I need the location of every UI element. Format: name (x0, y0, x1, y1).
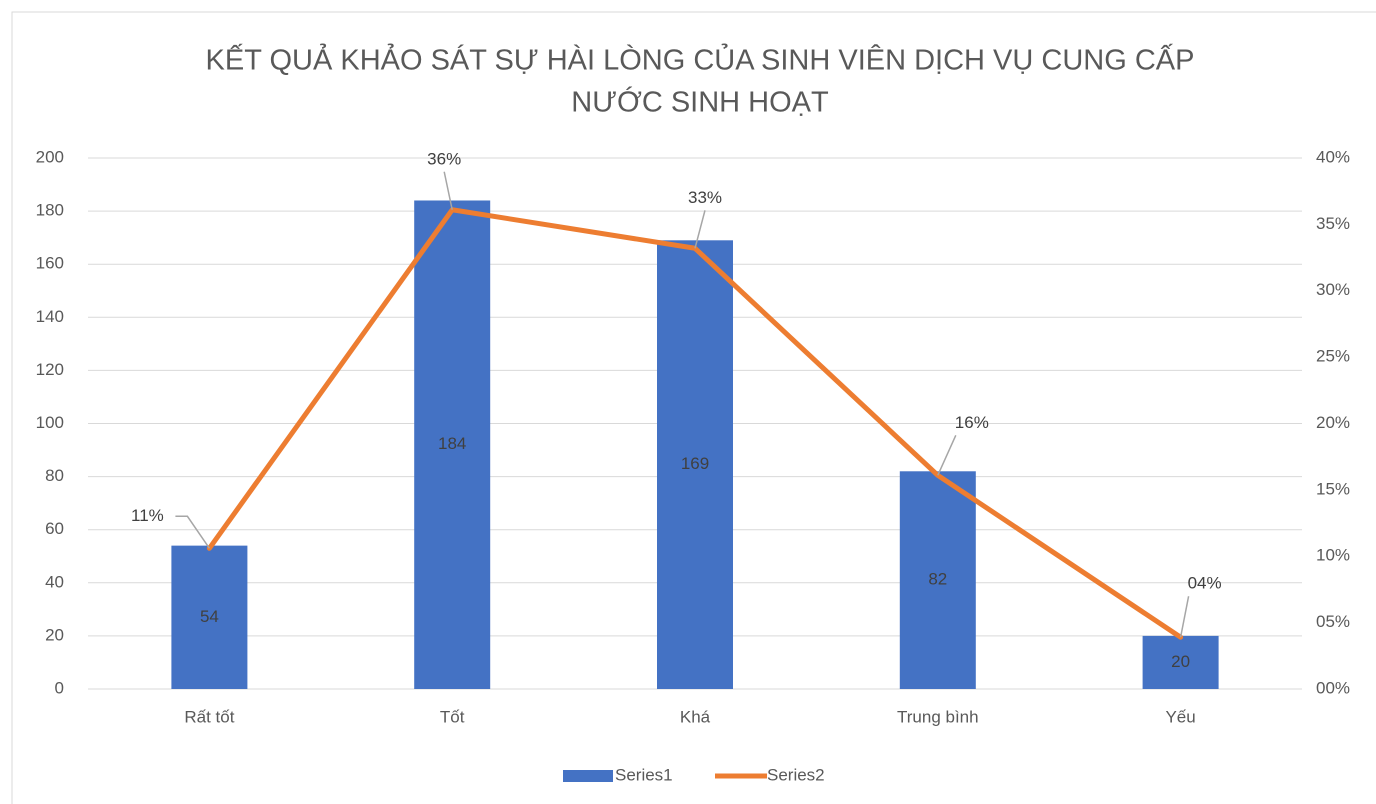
bar-value-label: 169 (681, 454, 709, 473)
x-tick-label: Trung bình (897, 707, 979, 726)
y-tick-label: 20 (45, 625, 64, 644)
bar-value-label: 82 (928, 570, 947, 589)
y-tick-label: 40 (45, 572, 64, 591)
bar (899, 471, 976, 689)
bar (171, 545, 248, 689)
leader-line (175, 515, 211, 549)
y2-tick-label: 40% (1316, 147, 1350, 166)
y2-tick-label: 30% (1316, 280, 1350, 299)
y-tick-label: 100 (36, 413, 64, 432)
y-tick-label: 60 (45, 519, 64, 538)
y2-tick-label: 00% (1316, 678, 1350, 697)
y-tick-label: 180 (36, 201, 64, 220)
line-value-label: 36% (427, 149, 461, 168)
legend-label: Series2 (767, 765, 825, 784)
y-tick-label: 160 (36, 254, 64, 273)
x-tick-label: Tốt (440, 707, 465, 726)
line-value-label: 04% (1188, 574, 1222, 593)
bar (1142, 635, 1219, 689)
line-value-label: 11% (131, 506, 164, 525)
bar-value-label: 20 (1171, 652, 1190, 671)
line-value-label: 16% (955, 413, 989, 432)
bar-value-label: 54 (200, 607, 219, 626)
leader-line (937, 434, 957, 476)
line-value-label: 33% (688, 188, 722, 207)
leader-line (1179, 596, 1190, 638)
y2-tick-label: 25% (1316, 347, 1350, 366)
y-tick-label: 200 (36, 147, 64, 166)
x-tick-label: Yếu (1165, 707, 1195, 726)
bar (657, 240, 733, 689)
chart-title: KẾT QUẢ KHẢO SÁT SỰ HÀI LÒNG CỦA SINH VI… (206, 43, 1195, 77)
leader-line (694, 210, 706, 249)
leader-line (443, 171, 453, 210)
y2-tick-label: 10% (1316, 546, 1350, 565)
bar-value-label: 184 (438, 434, 466, 453)
y-tick-label: 120 (36, 360, 64, 379)
y2-tick-label: 05% (1316, 612, 1350, 631)
y2-tick-label: 35% (1316, 214, 1350, 233)
y-tick-label: 140 (36, 307, 64, 326)
legend-label: Series1 (615, 765, 673, 784)
legend-swatch (563, 770, 613, 782)
x-tick-label: Rất tốt (184, 707, 234, 726)
y2-tick-label: 15% (1316, 479, 1350, 498)
chart-title: NƯỚC SINH HOẠT (571, 86, 829, 119)
y2-tick-label: 20% (1316, 413, 1350, 432)
x-tick-label: Khá (680, 707, 711, 726)
y-tick-label: 0 (55, 678, 64, 697)
y-tick-label: 80 (45, 466, 64, 485)
bar (414, 200, 491, 690)
